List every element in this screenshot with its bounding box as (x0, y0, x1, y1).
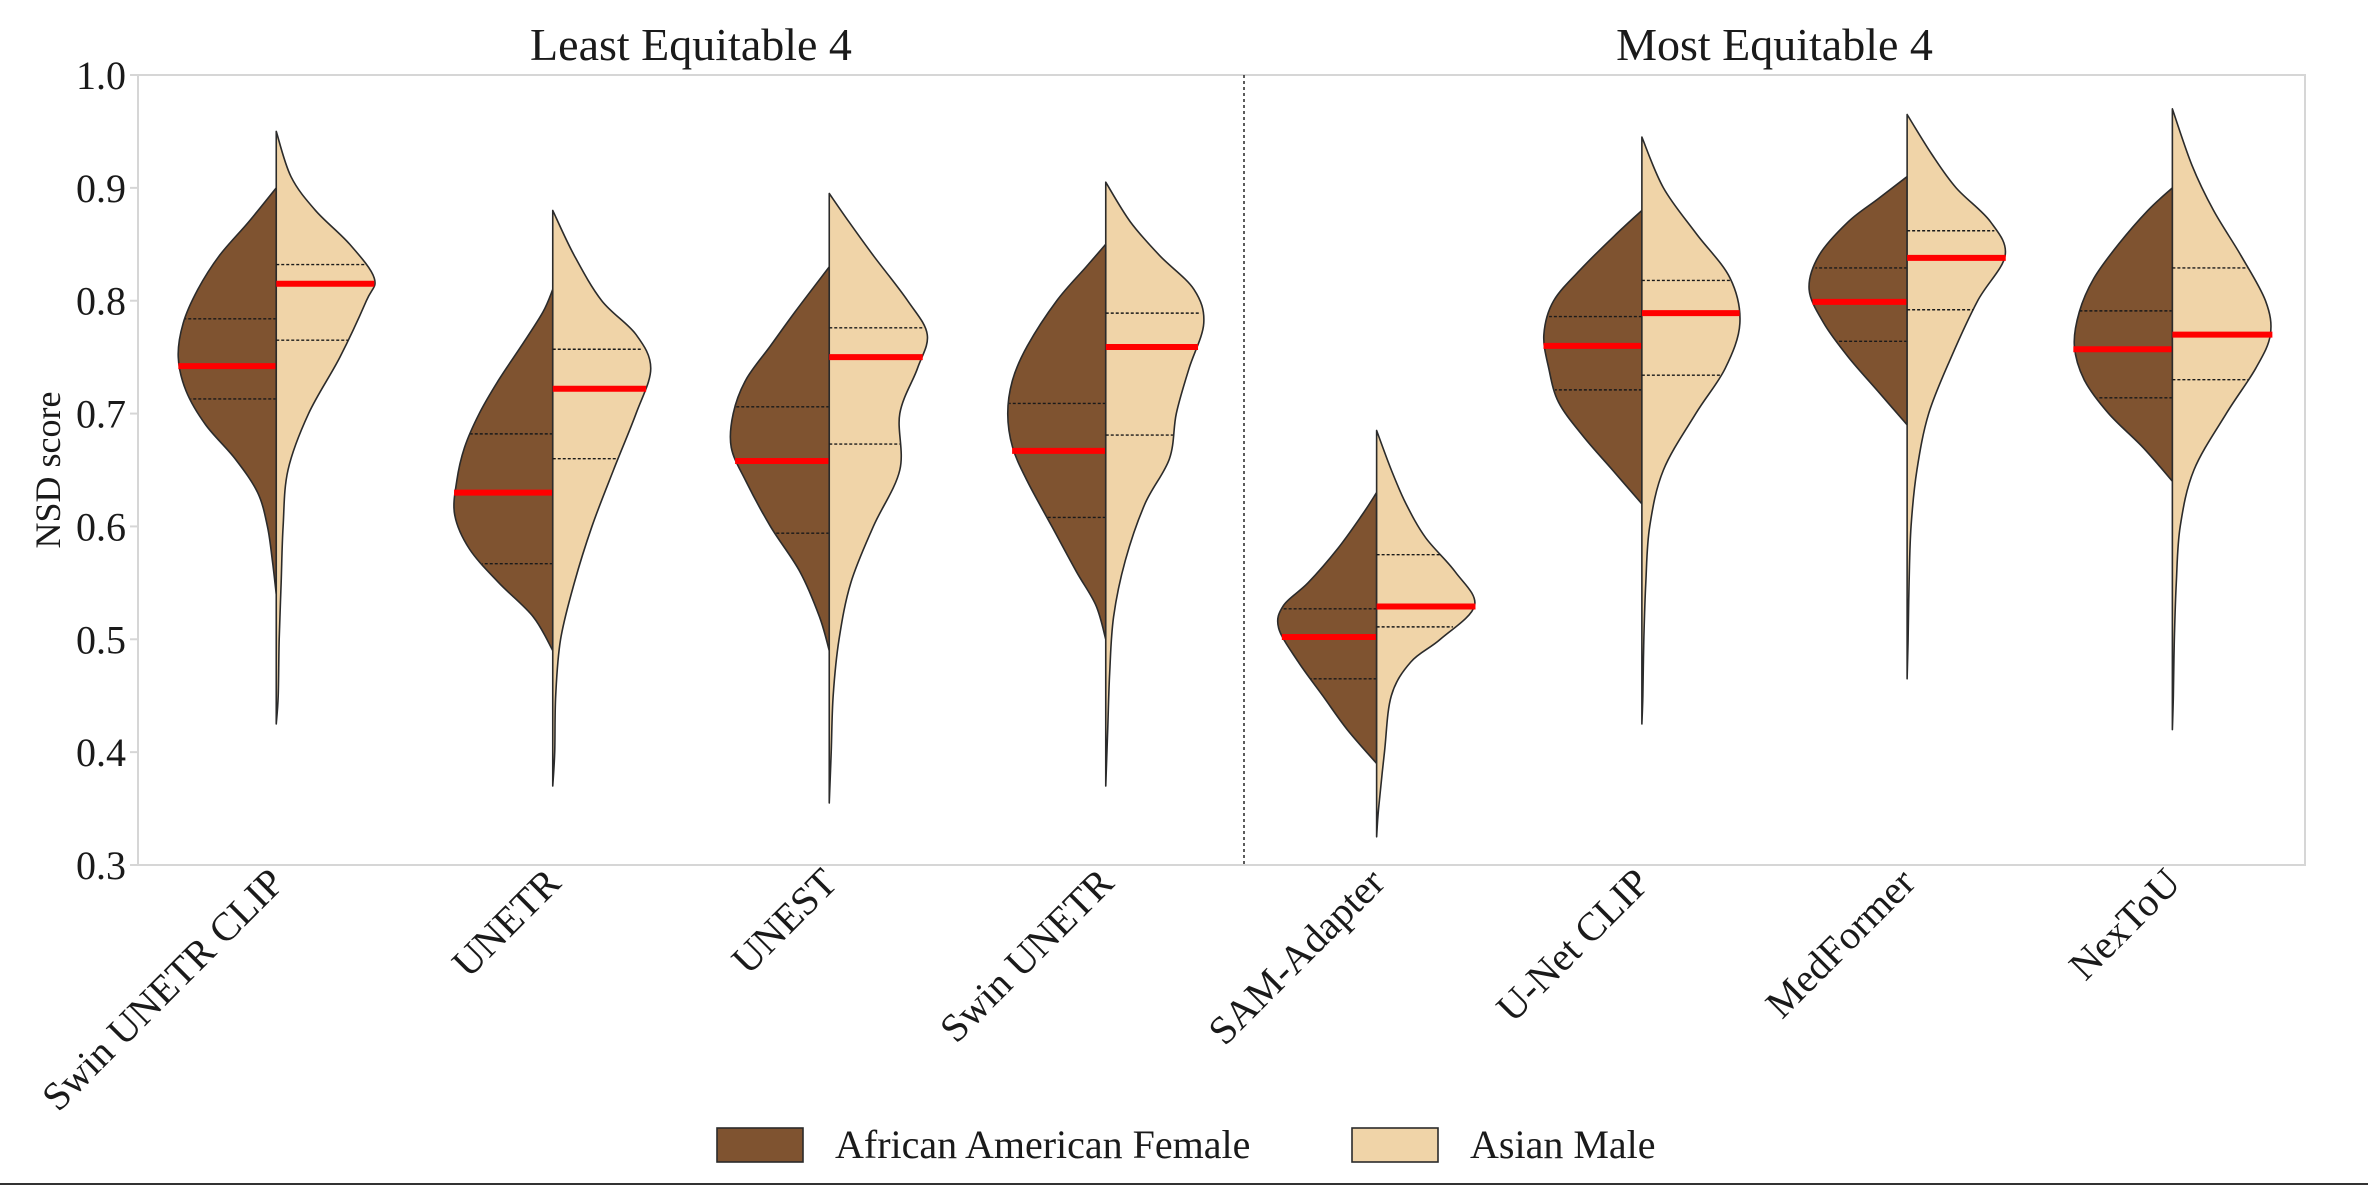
violin-half-african-american-female (1006, 243, 1107, 641)
violin-half-african-american-female (177, 187, 278, 595)
legend-swatch (1351, 1127, 1439, 1163)
category-label: Swin UNETR CLIP (33, 860, 293, 1120)
y-tick-label: 0.9 (76, 166, 126, 211)
violin-half-african-american-female (453, 288, 554, 652)
legend-swatch (716, 1127, 804, 1163)
violin-half-asian-male (1104, 181, 1205, 787)
plot-border (137, 74, 2306, 866)
category-label: UNETR (443, 859, 569, 985)
y-tick-label: 0.7 (76, 392, 126, 437)
legend-item-asian-male: Asian Male (1351, 1122, 1656, 1167)
y-tick-label: 0.8 (76, 279, 126, 324)
panel-title: Least Equitable 4 (530, 19, 852, 70)
violin-half-asian-male (828, 192, 929, 804)
violin-half-african-american-female (2073, 187, 2174, 483)
violin-unest (729, 192, 929, 804)
y-tick-label: 1.0 (76, 53, 126, 98)
violin-half-asian-male (551, 209, 652, 787)
violin-half-asian-male (275, 130, 376, 725)
category-label: NexToU (2060, 859, 2189, 988)
category-label: MedFormer (1757, 860, 1924, 1027)
panel-title: Most Equitable 4 (1616, 19, 1933, 70)
violin-half-african-american-female (1542, 209, 1643, 505)
category-label: UNEST (723, 860, 846, 983)
violin-nextou (2073, 108, 2273, 731)
y-tick-label: 0.6 (76, 504, 126, 549)
violin-sam-adapter (1276, 429, 1476, 838)
category-label: U-Net CLIP (1487, 860, 1658, 1031)
violin-half-asian-male (2171, 108, 2272, 731)
violin-swin-unetr (1006, 181, 1205, 787)
category-label: SAM-Adapter (1199, 860, 1393, 1054)
violin-medformer (1808, 113, 2007, 680)
violin-half-asian-male (1906, 113, 2007, 680)
y-tick-label: 0.3 (76, 843, 126, 888)
violin-unetr (453, 209, 652, 787)
category-label: Swin UNETR (931, 859, 1123, 1051)
legend-label: Asian Male (1470, 1122, 1656, 1167)
violin-half-asian-male (1641, 136, 1741, 725)
plot-frame (0, 74, 2368, 1185)
violin-u-net-clip (1542, 136, 1741, 725)
y-tick-label: 0.4 (76, 730, 126, 775)
y-tick-label: 0.5 (76, 617, 126, 662)
legend: African American Female Asian Male (716, 1122, 1656, 1167)
y-axis-title: NSD score (28, 392, 68, 549)
legend-item-african-american-female: African American Female (716, 1122, 1250, 1167)
violin-half-african-american-female (1276, 491, 1378, 765)
violins (177, 108, 2273, 838)
violin-swin-unetr-clip (177, 130, 376, 725)
legend-label: African American Female (835, 1122, 1250, 1167)
violin-half-asian-male (1375, 429, 1476, 838)
